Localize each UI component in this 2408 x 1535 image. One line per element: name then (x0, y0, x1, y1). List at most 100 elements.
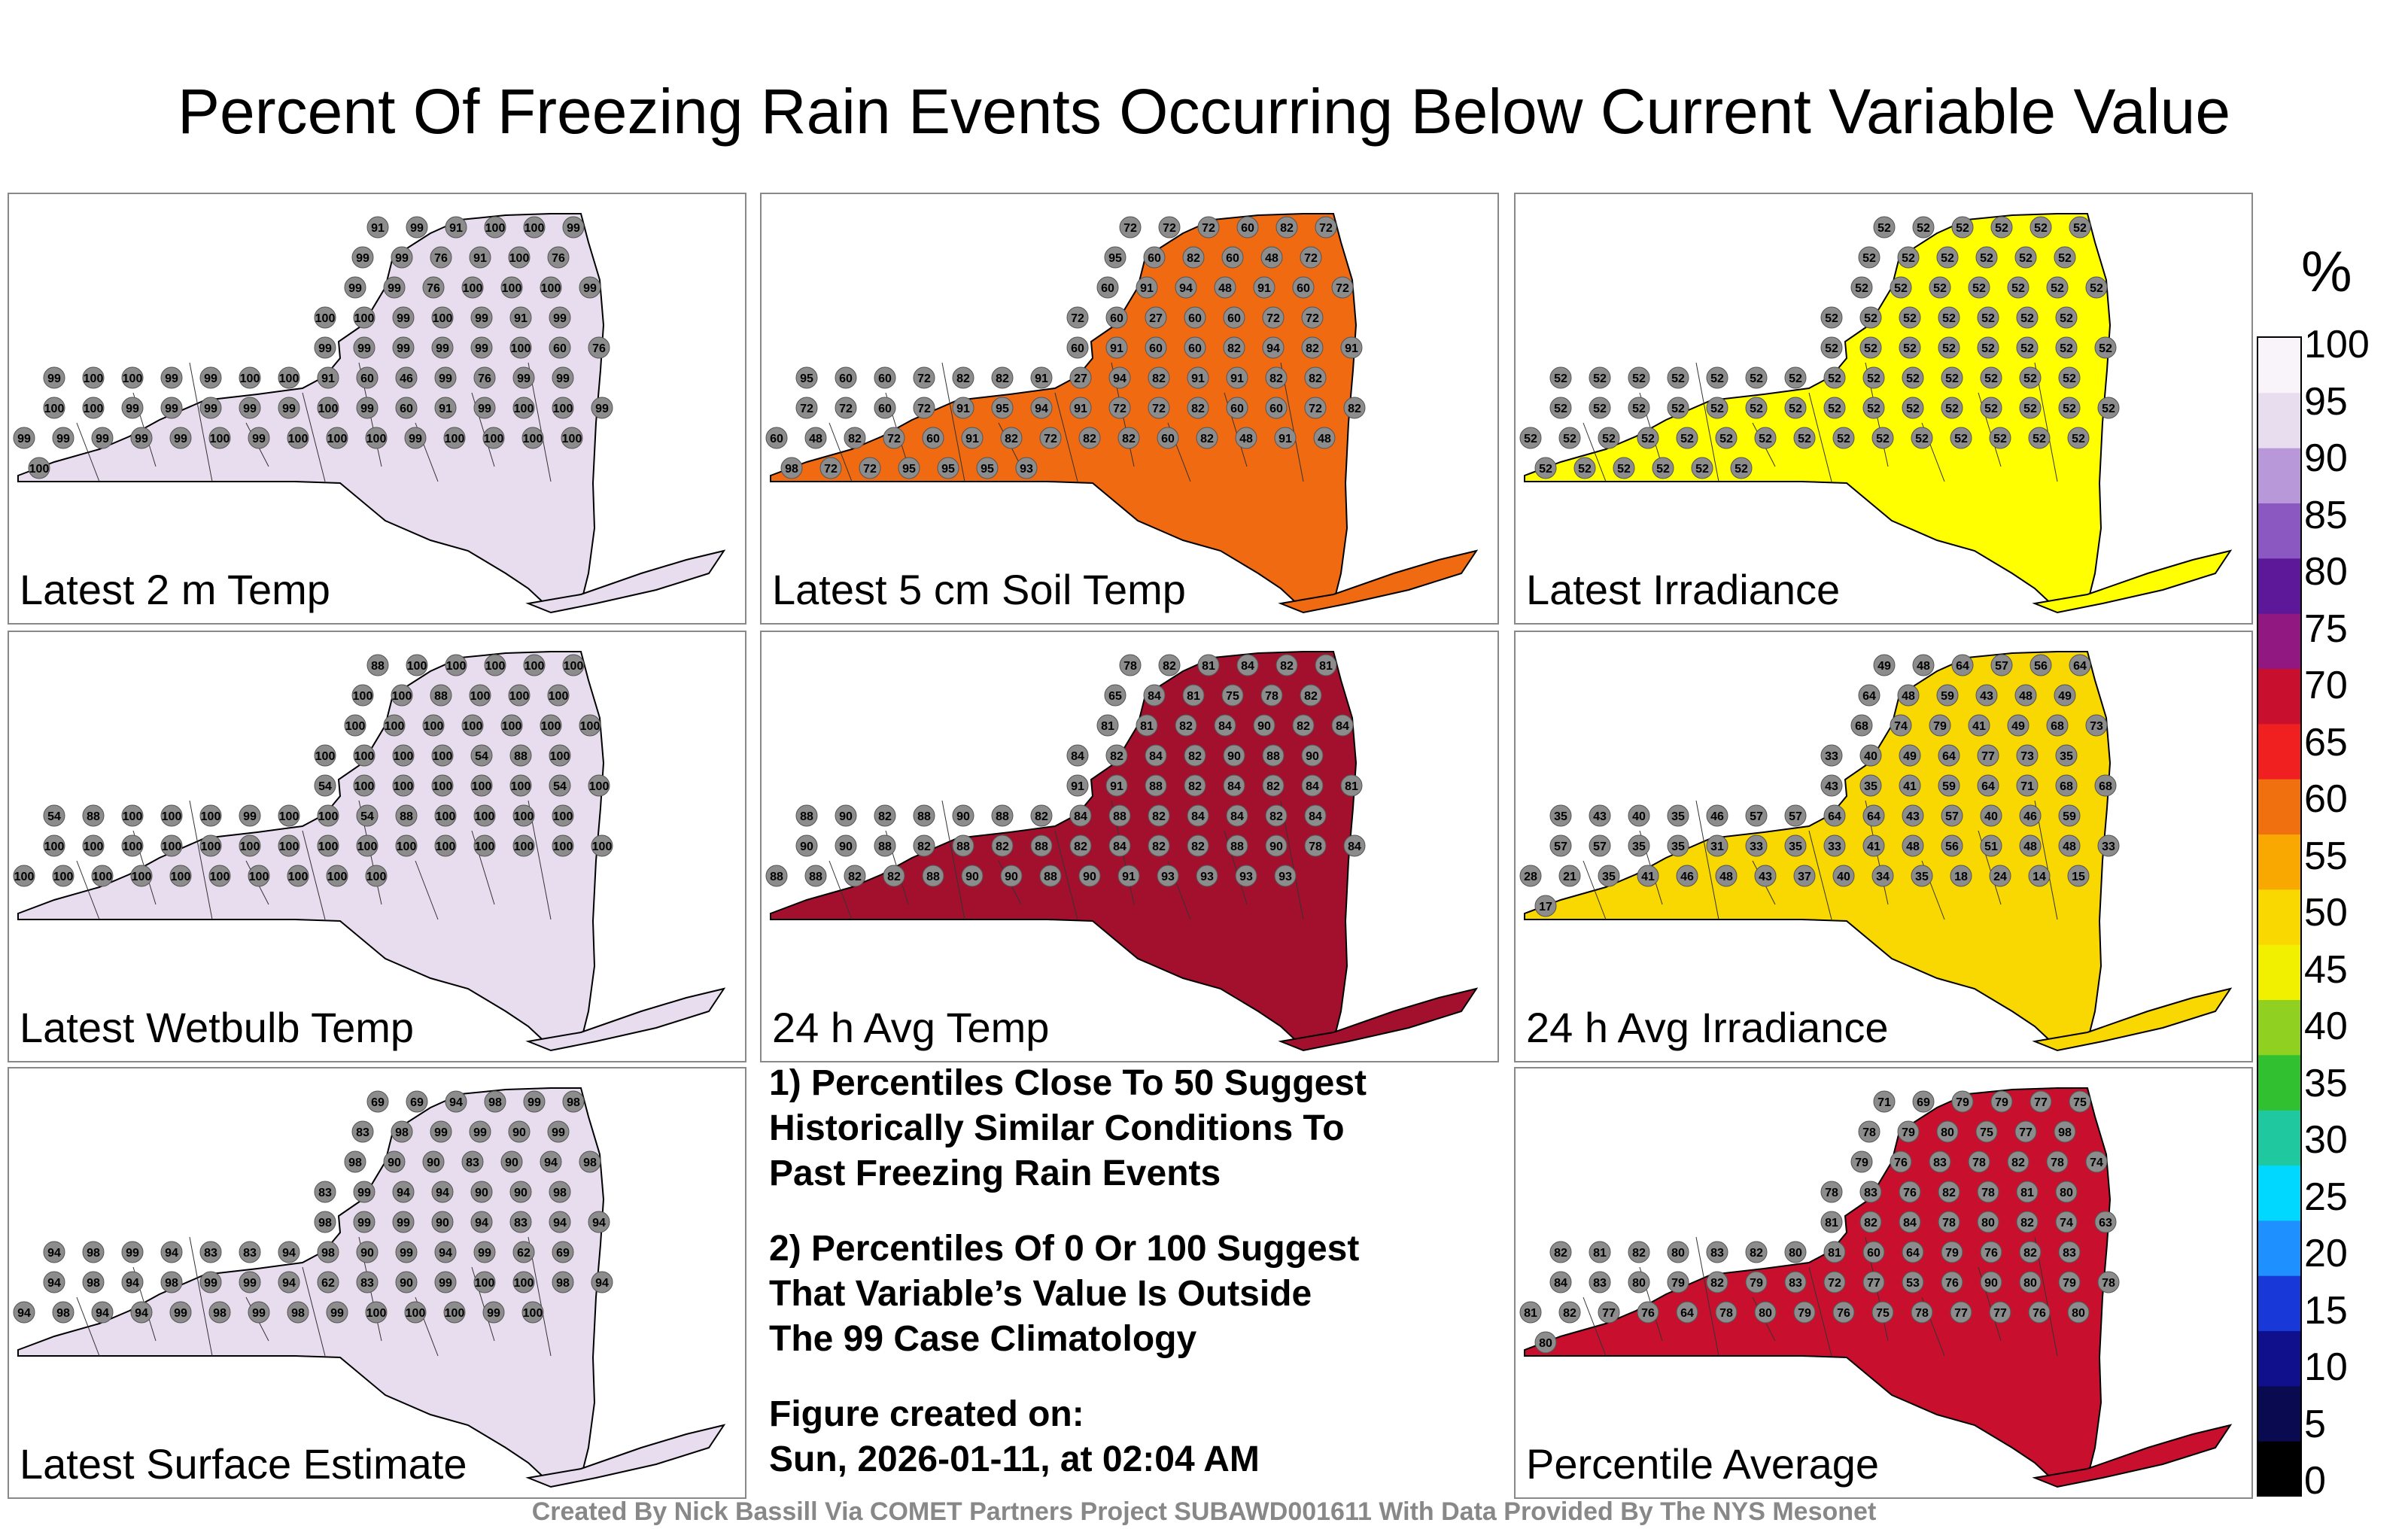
station-value: 81 (1345, 780, 1358, 793)
station-value: 88 (1035, 840, 1048, 853)
station-marker (208, 427, 231, 449)
station-marker (1862, 397, 1885, 419)
station-marker (1911, 865, 1933, 887)
station-value: 90 (400, 1277, 413, 1290)
station-marker (434, 804, 457, 827)
station-marker (1196, 865, 1218, 887)
station-marker (1030, 804, 1053, 827)
station-value: 100 (485, 660, 506, 673)
station-value: 41 (1867, 840, 1880, 853)
station-value: 98 (553, 1187, 567, 1199)
panel-label: Latest Wetbulb Temp (20, 1004, 415, 1051)
station-value: 73 (2090, 720, 2103, 733)
colorbar-tick-label: 20 (2304, 1232, 2348, 1275)
panel-latest-2m-temp: 91 99 91 100 100 99 99 99 76 91 100 76 99 99 76 100 100 1… (8, 193, 746, 625)
station-marker (130, 865, 153, 887)
station-marker (874, 834, 896, 857)
station-value: 100 (14, 871, 35, 883)
station-marker (1989, 1301, 2011, 1324)
station-value: 99 (252, 433, 266, 445)
station-marker (406, 216, 428, 239)
station-marker (461, 1150, 484, 1173)
station-marker (1936, 246, 1959, 269)
station-value: 99 (552, 1126, 565, 1139)
station-value: 82 (1188, 750, 1202, 763)
station-marker (199, 1271, 222, 1293)
station-value: 48 (1218, 282, 1232, 295)
station-marker (509, 1181, 532, 1203)
station-marker (2058, 397, 2081, 419)
station-marker (804, 427, 827, 449)
station-marker (2029, 654, 2052, 676)
station-marker (1262, 306, 1285, 329)
station-value: 94 (436, 1187, 449, 1199)
station-marker (1628, 834, 1650, 857)
station-marker (1039, 427, 1062, 449)
county-line (1583, 422, 1607, 482)
station-value: 60 (839, 372, 853, 385)
station-value: 100 (345, 720, 366, 733)
station-value: 60 (1149, 342, 1163, 355)
colorbar-segment (2258, 503, 2301, 559)
station-value: 76 (2033, 1307, 2046, 1320)
station-marker (1265, 834, 1288, 857)
county-line (415, 860, 439, 920)
station-value: 88 (434, 690, 448, 703)
station-value: 100 (93, 871, 113, 883)
station-value: 46 (1710, 810, 1724, 823)
station-value: 99 (473, 1126, 487, 1139)
station-marker (392, 336, 415, 359)
station-value: 79 (1855, 1157, 1868, 1169)
station-marker (1105, 306, 1128, 329)
station-marker (1912, 654, 1935, 676)
station-marker (1941, 1241, 1963, 1263)
station-value: 90 (505, 1157, 518, 1169)
station-value: 99 (528, 1096, 541, 1109)
station-value: 84 (1554, 1277, 1567, 1290)
station-marker (1301, 774, 1324, 797)
station-value: 52 (2060, 312, 2073, 325)
county-line (189, 362, 213, 482)
station-marker (473, 1271, 496, 1293)
station-marker (1265, 397, 1288, 419)
station-value: 98 (213, 1307, 227, 1320)
county-line (76, 860, 100, 920)
station-marker (2055, 774, 2078, 797)
station-marker (2016, 744, 2039, 767)
station-value: 99 (17, 433, 31, 445)
station-value: 46 (400, 372, 413, 385)
station-value: 33 (1750, 840, 1763, 853)
station-marker (1313, 427, 1336, 449)
station-marker (2069, 654, 2091, 676)
station-marker (366, 1090, 389, 1113)
station-marker (1143, 246, 1166, 269)
station-marker (1534, 457, 1557, 479)
colorbar-segment (2258, 447, 2301, 503)
station-marker (1977, 336, 1999, 359)
station-value: 94 (1179, 282, 1193, 295)
station-marker (1117, 865, 1140, 887)
station-value: 82 (848, 871, 862, 883)
station-value: 60 (1161, 433, 1175, 445)
station-value: 82 (2011, 1157, 2025, 1169)
station-marker (1628, 1241, 1650, 1263)
station-value: 75 (2073, 1096, 2087, 1109)
station-value: 33 (1828, 840, 1841, 853)
station-marker (431, 1211, 454, 1233)
station-marker (521, 427, 544, 449)
station-value: 72 (1202, 222, 1215, 235)
panel-label: Latest 5 cm Soil Temp (772, 566, 1186, 613)
station-value: 57 (1750, 810, 1763, 823)
station-value: 98 (567, 1096, 580, 1109)
station-marker (395, 397, 418, 419)
station-value: 82 (887, 871, 901, 883)
panel-label: Percentile Average (1526, 1440, 1880, 1488)
station-value: 80 (1632, 1277, 1646, 1290)
station-value: 52 (2020, 342, 2034, 355)
station-marker (1214, 276, 1236, 299)
station-marker (239, 397, 261, 419)
station-value: 100 (553, 403, 573, 415)
station-marker (1637, 865, 1659, 887)
station-value: 52 (1641, 433, 1655, 445)
station-marker (1340, 336, 1363, 359)
